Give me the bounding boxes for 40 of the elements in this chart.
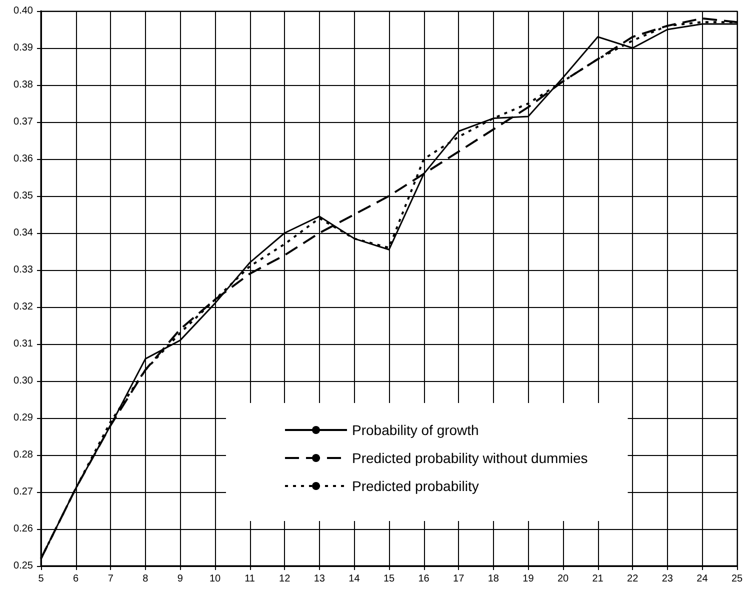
- y-tick-label: 0.36: [14, 154, 34, 164]
- x-tick-label: 6: [73, 574, 80, 584]
- y-tick-label: 0.39: [14, 42, 34, 54]
- x-tick-label: 19: [522, 574, 534, 584]
- legend-label: Probability of growth: [352, 422, 479, 438]
- x-tick-label: 24: [696, 574, 708, 584]
- x-tick-label: 8: [142, 574, 149, 584]
- y-tick-label: 0.33: [14, 264, 34, 276]
- y-tick-label: 0.27: [14, 486, 34, 498]
- x-tick-label: 23: [662, 574, 674, 584]
- legend-label: Predicted probability: [352, 478, 479, 494]
- x-tick-label: 11: [244, 574, 256, 584]
- y-tick-label: 0.40: [14, 6, 34, 16]
- y-tick-label: 0.31: [14, 338, 34, 350]
- y-tick-label: 0.29: [14, 412, 34, 424]
- y-tick-label: 0.38: [14, 80, 34, 90]
- x-tick-label: 22: [627, 574, 639, 584]
- legend-label: Predicted probability without dummies: [352, 450, 588, 466]
- x-tick-label: 9: [177, 574, 184, 584]
- y-tick-label: 0.28: [14, 450, 34, 460]
- y-tick-label: 0.37: [14, 116, 34, 128]
- y-tick-label: 0.25: [14, 560, 34, 572]
- y-tick-label: 0.30: [14, 376, 34, 386]
- x-tick-label: 13: [314, 574, 326, 584]
- x-tick-label: 5: [38, 574, 44, 584]
- y-tick-label: 0.35: [14, 190, 34, 202]
- x-tick-label: 10: [209, 574, 221, 584]
- x-tick-label: 18: [488, 574, 500, 584]
- x-tick-label: 14: [348, 574, 360, 584]
- x-tick-label: 25: [731, 574, 743, 584]
- x-tick-label: 15: [383, 574, 395, 584]
- x-tick-label: 21: [592, 574, 604, 584]
- x-tick-label: 20: [557, 574, 569, 584]
- y-tick-label: 0.34: [14, 228, 34, 238]
- x-tick-label: 17: [453, 574, 465, 584]
- x-tick-label: 12: [279, 574, 291, 584]
- x-tick-label: 7: [108, 574, 114, 584]
- x-tick-label: 16: [418, 574, 430, 584]
- y-tick-label: 0.32: [14, 302, 34, 312]
- y-tick-label: 0.26: [14, 524, 34, 534]
